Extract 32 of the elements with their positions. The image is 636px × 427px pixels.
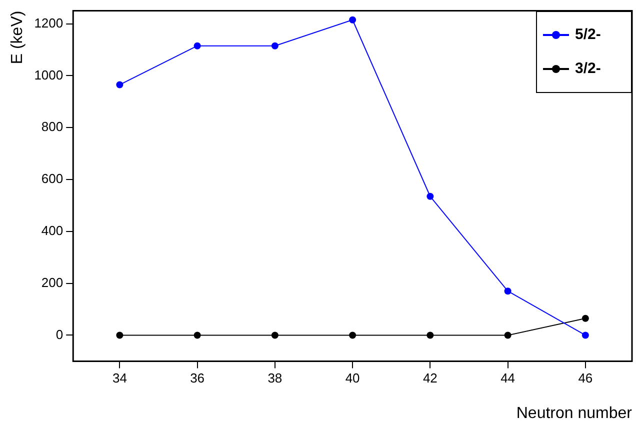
x-tick-label: 42	[422, 370, 438, 386]
y-tick-label: 200	[41, 274, 64, 290]
x-tick-label: 44	[500, 370, 516, 386]
x-tick-label: 36	[190, 370, 205, 386]
point	[582, 332, 589, 339]
point	[271, 42, 278, 50]
point	[271, 332, 278, 339]
y-tick-label: 1200	[34, 15, 64, 30]
x-tick-label: 40	[345, 370, 360, 386]
legend-label: 5/2-	[575, 26, 601, 44]
y-tick-label: 800	[41, 119, 64, 134]
y-tick-label: 400	[41, 223, 64, 238]
y-tick-label: 0	[56, 326, 64, 342]
point	[116, 332, 124, 339]
point	[426, 192, 434, 200]
y-tick-label: 600	[41, 171, 64, 186]
point	[194, 42, 201, 50]
y-axis-title: E (keV)	[9, 10, 26, 64]
point	[426, 332, 434, 339]
point	[349, 16, 356, 24]
x-tick-label: 46	[578, 370, 593, 386]
point	[116, 81, 124, 88]
point	[582, 314, 589, 322]
point	[504, 332, 512, 339]
point	[194, 332, 201, 339]
point	[504, 288, 512, 295]
y-tick-label: 1000	[34, 67, 64, 82]
x-axis-title: Neutron number	[516, 404, 633, 422]
point	[349, 332, 356, 339]
x-tick-label: 38	[268, 370, 282, 386]
x-tick-label: 34	[112, 370, 127, 386]
legend-label: 3/2-	[575, 60, 601, 78]
